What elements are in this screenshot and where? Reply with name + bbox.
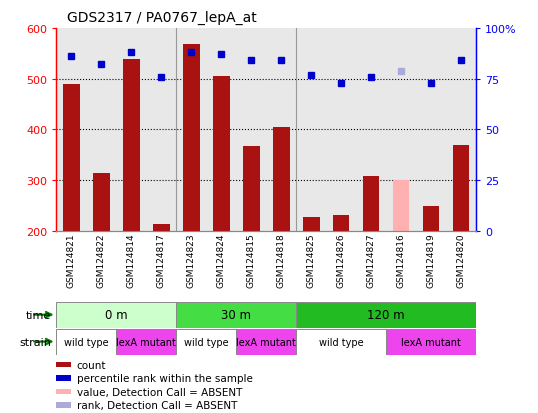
Bar bbox=[453, 146, 469, 231]
Text: 120 m: 120 m bbox=[367, 309, 405, 321]
Text: percentile rank within the sample: percentile rank within the sample bbox=[76, 373, 252, 383]
Bar bbox=[243, 146, 259, 231]
Bar bbox=[56, 302, 176, 328]
Bar bbox=[423, 207, 440, 231]
Text: count: count bbox=[76, 360, 106, 370]
Bar bbox=[93, 173, 110, 231]
Text: value, Detection Call = ABSENT: value, Detection Call = ABSENT bbox=[76, 387, 242, 396]
Bar bbox=[236, 329, 296, 355]
Bar bbox=[153, 225, 169, 231]
Bar bbox=[363, 177, 379, 231]
Text: 30 m: 30 m bbox=[221, 309, 251, 321]
Bar bbox=[56, 402, 71, 408]
Bar bbox=[183, 45, 200, 231]
Bar bbox=[123, 60, 140, 231]
Text: time: time bbox=[26, 310, 51, 320]
Bar bbox=[296, 302, 476, 328]
Text: lexA mutant: lexA mutant bbox=[236, 337, 296, 347]
Text: 0 m: 0 m bbox=[105, 309, 128, 321]
Bar bbox=[56, 362, 71, 368]
Bar bbox=[56, 329, 116, 355]
Text: lexA mutant: lexA mutant bbox=[401, 337, 461, 347]
Text: strain: strain bbox=[19, 337, 51, 347]
Bar bbox=[56, 375, 71, 381]
Text: wild type: wild type bbox=[319, 337, 364, 347]
Text: wild type: wild type bbox=[184, 337, 229, 347]
Text: GDS2317 / PA0767_lepA_at: GDS2317 / PA0767_lepA_at bbox=[67, 11, 257, 25]
Bar bbox=[56, 389, 71, 394]
Bar bbox=[213, 77, 230, 231]
Bar bbox=[303, 217, 320, 231]
Bar bbox=[176, 302, 296, 328]
Text: rank, Detection Call = ABSENT: rank, Detection Call = ABSENT bbox=[76, 400, 237, 410]
Bar bbox=[63, 85, 80, 231]
Text: lexA mutant: lexA mutant bbox=[116, 337, 176, 347]
Bar bbox=[176, 329, 236, 355]
Bar bbox=[333, 216, 350, 231]
Text: wild type: wild type bbox=[64, 337, 109, 347]
Bar bbox=[386, 329, 476, 355]
Bar bbox=[116, 329, 176, 355]
Bar bbox=[273, 128, 289, 231]
Bar bbox=[296, 329, 386, 355]
Bar bbox=[393, 180, 409, 231]
